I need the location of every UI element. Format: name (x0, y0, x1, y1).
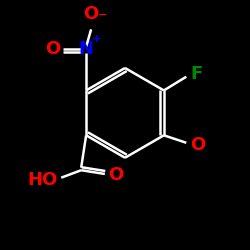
Text: F: F (191, 65, 203, 83)
Text: HO: HO (27, 171, 58, 189)
Text: O: O (84, 5, 99, 23)
Text: −: − (98, 9, 107, 19)
Text: O: O (45, 40, 60, 58)
Text: +: + (92, 34, 102, 44)
Text: O: O (190, 136, 205, 154)
Text: N: N (79, 40, 94, 58)
Text: O: O (108, 166, 123, 184)
